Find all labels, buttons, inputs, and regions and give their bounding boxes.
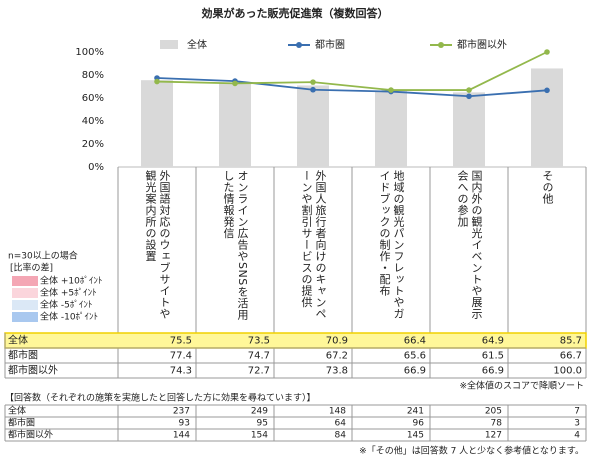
legend-label: 都市圏 — [315, 38, 345, 51]
point — [154, 78, 160, 85]
point — [310, 79, 316, 85]
legend-marker — [296, 42, 302, 48]
y-tick-label: 40% — [82, 116, 104, 127]
diff-legend-label: 全体 -5ﾎﾟｲﾝﾄ — [40, 299, 92, 311]
table-value: 64.9 — [482, 336, 504, 347]
chart-title: 効果があった販売促進策（複数回答） — [202, 6, 389, 20]
y-tick-label: 60% — [82, 93, 104, 104]
diff-swatch — [12, 276, 38, 286]
count-value: 95 — [257, 419, 268, 429]
legend-swatch — [160, 40, 178, 49]
count-value: 237 — [173, 407, 190, 417]
count-note: ※「その他」は回答数 7 人と少なく参考値となります。 — [359, 445, 584, 457]
count-value: 154 — [251, 431, 268, 441]
x-tick-label: 外国人旅行者向けのキャンペーンや割引サービスの提供 — [300, 170, 327, 320]
diff-legend-subtitle: [比率の差] — [10, 262, 53, 274]
series-line — [156, 51, 548, 91]
x-tick-label: 国内外の観光イベントや展示会への参加 — [456, 170, 483, 320]
table-value: 74.7 — [248, 351, 270, 362]
y-tick-label: 20% — [82, 139, 104, 150]
table-value: 74.3 — [170, 366, 192, 377]
bar — [375, 90, 407, 167]
count-row-label: 全体 — [8, 405, 26, 417]
table-value: 61.5 — [482, 351, 504, 362]
count-value: 144 — [173, 431, 190, 441]
bar — [531, 68, 563, 167]
x-tick-label: オンライン広告やSNSを活用した情報発信 — [222, 170, 249, 321]
count-value: 205 — [485, 407, 502, 417]
count-value: 78 — [491, 419, 503, 429]
bar — [453, 92, 485, 167]
point — [544, 49, 550, 55]
diff-swatch — [12, 288, 38, 298]
diff-legend-label: 全体 +10ﾎﾟｲﾝﾄ — [40, 275, 102, 287]
point — [466, 87, 472, 93]
table-value: 65.6 — [404, 351, 426, 362]
y-tick-label: 100% — [75, 47, 104, 58]
x-tick-label: 外国語対応のウェブサイトや観光案内所の設置 — [144, 170, 171, 320]
x-tick-label: 地域の観光パンフレットやガイドブックの制作・配布 — [378, 170, 405, 320]
table-value: 67.2 — [326, 351, 348, 362]
point — [232, 80, 238, 87]
table-value: 66.7 — [560, 351, 582, 362]
table-value: 66.4 — [404, 336, 426, 347]
row-label: 都市圏以外 — [8, 364, 58, 377]
point — [388, 87, 394, 93]
count-value: 84 — [335, 431, 347, 441]
table-value: 66.9 — [404, 366, 426, 377]
count-value: 7 — [574, 407, 580, 417]
table-value: 73.5 — [248, 336, 270, 347]
row-label: 全体 — [8, 334, 28, 347]
count-row-label: 都市圏以外 — [8, 429, 53, 441]
count-value: 64 — [335, 419, 347, 429]
count-value: 93 — [179, 419, 190, 429]
count-value: 3 — [574, 419, 580, 429]
diff-swatch — [12, 300, 38, 310]
table-value: 85.7 — [560, 336, 582, 347]
table-value: 75.5 — [170, 336, 192, 347]
count-value: 241 — [407, 407, 424, 417]
legend-marker — [438, 42, 444, 48]
count-table-title: 【回答数（それぞれの施策を実施したと回答した方に効果を尋ねています）】 — [5, 392, 316, 404]
bar — [297, 85, 329, 167]
count-value: 4 — [574, 431, 580, 441]
point — [544, 87, 550, 94]
row-label: 都市圏 — [8, 349, 38, 362]
sort-note: ※全体値のスコアで降順ソート — [459, 380, 584, 392]
diff-legend-label: 全体 -10ﾎﾟｲﾝﾄ — [40, 311, 98, 323]
y-tick-label: 80% — [82, 70, 104, 81]
count-row-label: 都市圏 — [8, 417, 35, 429]
count-value: 96 — [413, 419, 425, 429]
count-value: 249 — [251, 407, 268, 417]
table-value: 77.4 — [170, 351, 192, 362]
point — [310, 86, 316, 93]
table-value: 100.0 — [553, 366, 582, 377]
table-value: 72.7 — [248, 366, 270, 377]
diff-legend-label: 全体 +5ﾎﾟｲﾝﾄ — [40, 287, 97, 299]
table-value: 73.8 — [326, 366, 348, 377]
y-tick-label: 0% — [88, 162, 104, 173]
diff-legend-title: n=30以上の場合 — [8, 250, 78, 262]
count-value: 145 — [407, 431, 424, 441]
legend-label: 全体 — [187, 38, 207, 51]
table-value: 70.9 — [326, 336, 348, 347]
point — [466, 93, 472, 100]
count-value: 127 — [485, 431, 502, 441]
legend-label: 都市圏以外 — [457, 38, 507, 51]
series-line — [156, 77, 548, 98]
bar — [219, 82, 251, 167]
bar — [141, 80, 173, 167]
table-value: 66.9 — [482, 366, 504, 377]
diff-swatch — [12, 312, 38, 322]
count-value: 148 — [329, 407, 346, 417]
x-tick-label: その他 — [541, 170, 554, 205]
